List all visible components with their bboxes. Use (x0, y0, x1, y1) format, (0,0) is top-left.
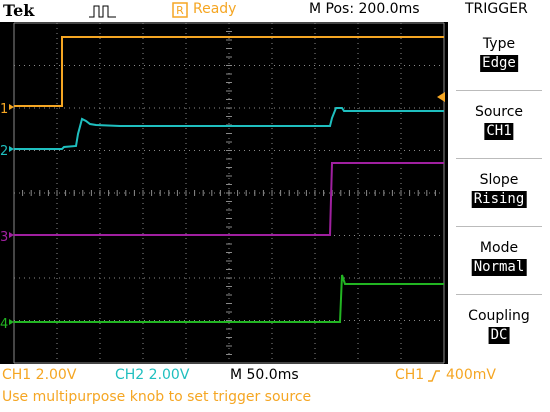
menu-label-type: Type (482, 36, 516, 52)
menu-item-type[interactable]: Type Edge (448, 22, 550, 90)
menu-item-source[interactable]: Source CH1 (448, 90, 550, 158)
menu-item-slope[interactable]: Slope Rising (448, 158, 550, 226)
svg-text:2: 2 (0, 144, 8, 159)
menu-value-type: Edge (480, 55, 518, 72)
pulse-waveform-icon (89, 5, 116, 18)
menu-value-slope: Rising (471, 191, 527, 208)
ch2-waveform (14, 107, 444, 150)
menu-divider (456, 90, 542, 91)
menu-value-mode: Normal (471, 259, 527, 276)
acquisition-status: Ready (193, 1, 237, 17)
graticule (13, 22, 445, 364)
ch4-marker[interactable]: 4 (0, 317, 14, 332)
menu-label-source: Source (474, 104, 524, 120)
help-message: Use multipurpose knob to set trigger sou… (2, 389, 312, 405)
menu-item-mode[interactable]: Mode Normal (448, 226, 550, 294)
svg-text:4: 4 (0, 317, 8, 332)
menu-divider (456, 226, 542, 227)
status-indicator-icon: R (172, 2, 188, 18)
trigger-menu: Type Edge Source CH1 Slope Rising Mode N… (448, 22, 550, 364)
svg-text:3: 3 (0, 230, 8, 245)
rising-edge-icon (428, 370, 440, 382)
menu-title: TRIGGER (465, 1, 528, 17)
ch3-waveform (14, 162, 444, 236)
menu-value-source: CH1 (484, 123, 514, 140)
trigger-level-marker[interactable] (437, 92, 445, 102)
menu-value-coupling: DC (488, 327, 510, 344)
menu-label-coupling: Coupling (468, 308, 530, 324)
timebase-readout: M 50.0ms (230, 367, 299, 383)
ch2-scale-readout: CH2 2.00V (115, 367, 190, 383)
horizontal-position: M Pos: 200.0ms (309, 1, 420, 17)
ch4-waveform (14, 274, 444, 323)
status-bar: Tek R Ready M Pos: 200.0ms TRIGGER (0, 0, 550, 22)
svg-text:1: 1 (0, 102, 8, 117)
ch1-waveform (14, 36, 444, 107)
menu-label-mode: Mode (479, 240, 519, 256)
menu-divider (456, 158, 542, 159)
menu-label-slope: Slope (479, 172, 519, 188)
menu-item-coupling[interactable]: Coupling DC (448, 294, 550, 362)
trigger-position-marker[interactable] (58, 24, 66, 33)
waveform-display: 1 2 3 4 (0, 22, 445, 364)
brand-logo: Tek (3, 1, 35, 20)
trigger-level-readout: 400mV (446, 367, 496, 383)
ch1-scale-readout: CH1 2.00V (2, 367, 77, 383)
ch1-marker[interactable]: 1 (0, 102, 14, 117)
svg-text:R: R (176, 4, 184, 17)
readout-bar: CH1 2.00V CH2 2.00V M 50.0ms CH1 400mV U… (0, 364, 550, 412)
trigger-source-readout: CH1 (395, 367, 425, 383)
menu-divider (456, 294, 542, 295)
ch3-marker[interactable]: 3 (0, 230, 14, 245)
ch2-marker[interactable]: 2 (0, 144, 14, 159)
